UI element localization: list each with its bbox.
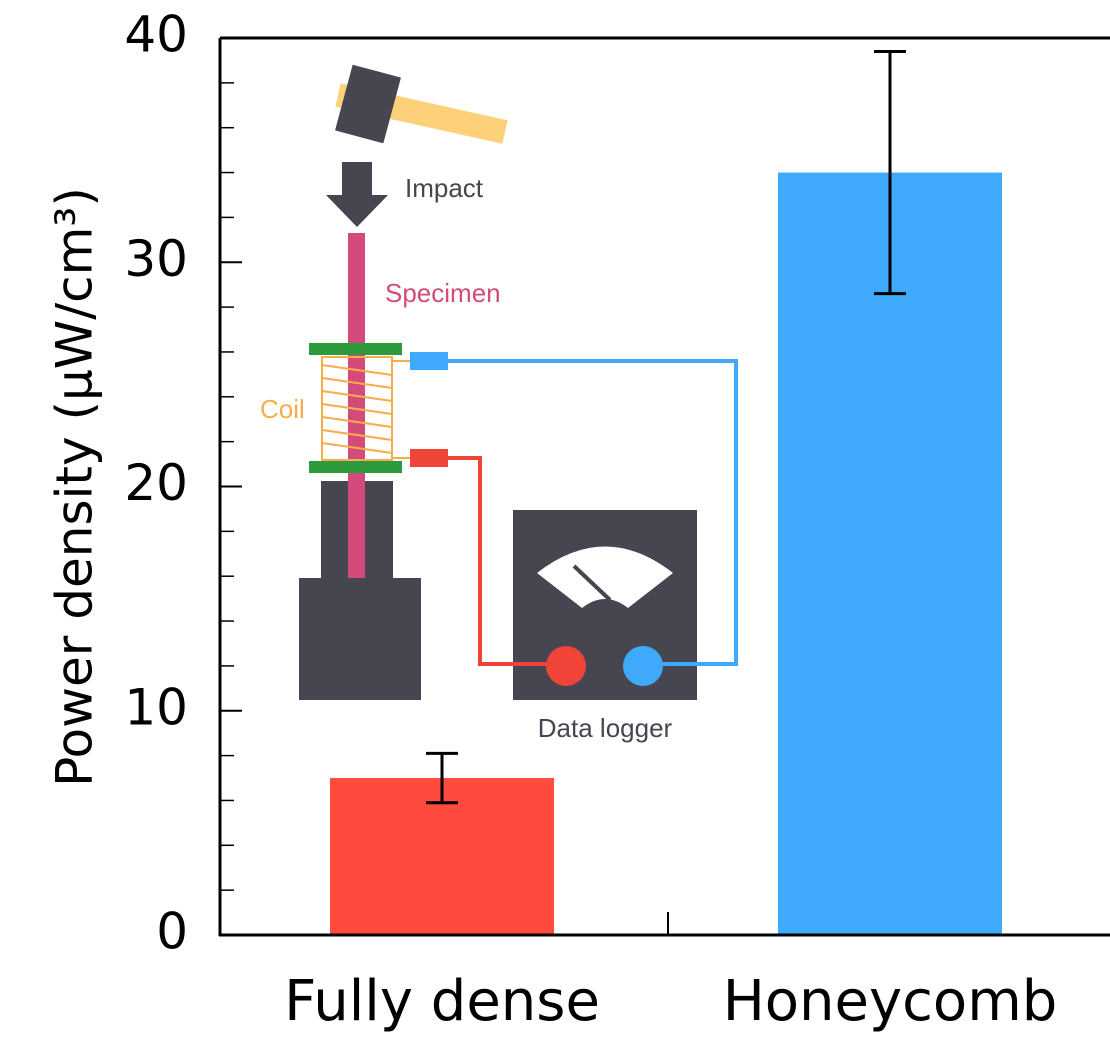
chart: Impact Specimen Coil Data logger Power d…: [0, 0, 1110, 1039]
y-tick-label: 20: [124, 454, 188, 512]
y-tick-label: 30: [124, 230, 188, 288]
inset-label: Impact: [405, 173, 484, 203]
y-tick-label: 0: [156, 903, 188, 961]
inset-label: Specimen: [385, 278, 501, 308]
inset-diagram: Impact Specimen Coil Data logger: [260, 65, 736, 743]
inset-label: Data logger: [538, 713, 673, 743]
y-axis-label: Power density (μW/cm³): [46, 187, 104, 787]
x-tick-label: Fully dense: [284, 969, 600, 1034]
x-tick-label: Honeycomb: [723, 969, 1058, 1034]
y-tick-label: 10: [124, 678, 188, 736]
page: {"chart_data": {"type": "bar", "y_label"…: [0, 0, 1110, 1039]
inset-label: Coil: [260, 394, 305, 424]
y-tick-label: 40: [124, 6, 188, 64]
